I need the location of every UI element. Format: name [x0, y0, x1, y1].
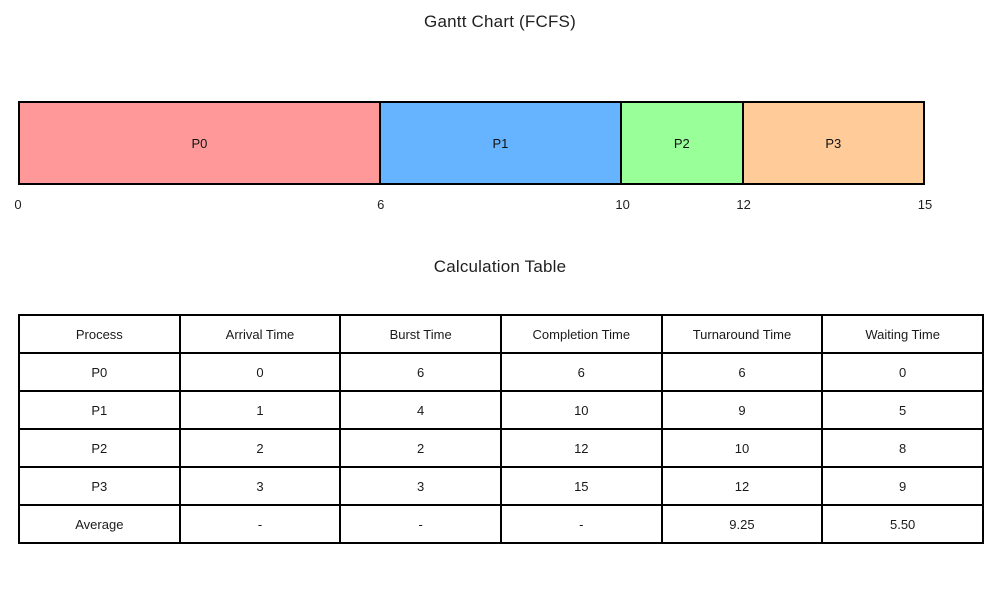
table-row: Average - - -9.25 5.50	[18, 504, 984, 544]
table-cell: 6	[660, 352, 824, 392]
table-cell: 3	[339, 466, 502, 506]
table-cell: 8	[821, 428, 984, 468]
axis-tick-label: 0	[14, 197, 22, 212]
calculation-table: Process Arrival Time Burst Time Completion …	[18, 314, 984, 544]
column-header: Process	[18, 314, 181, 354]
table-cell: 3	[178, 466, 342, 506]
gantt-segment-p1: P1	[380, 103, 622, 183]
table-cell: 5.50	[821, 504, 984, 544]
table-cell: 4	[339, 390, 502, 430]
gantt-segment-p2: P2	[622, 103, 744, 183]
gantt-segment-label: P3	[825, 135, 842, 151]
gantt-chart-title: Gantt Chart (FCFS)	[424, 12, 576, 31]
table-row: P2 2 2 12 10 8	[18, 428, 984, 468]
table-cell: P0	[18, 352, 181, 392]
table-cell: 1	[178, 390, 342, 430]
gantt-segment-label: P2	[673, 135, 690, 151]
gantt-bar: P0 P1 P2 P3	[18, 101, 925, 185]
gantt-segment-label: P1	[492, 135, 509, 151]
table-cell: -	[339, 504, 502, 544]
table-cell: 9	[660, 390, 824, 430]
table-cell: 9	[821, 466, 984, 506]
column-header: Arrival Time	[178, 314, 342, 354]
table-cell: 2	[178, 428, 342, 468]
table-cell: -	[499, 504, 663, 544]
table-cell: 12	[499, 428, 663, 468]
column-header: Completion Time	[499, 314, 663, 354]
table-cell: 6	[499, 352, 663, 392]
table-cell: 5	[821, 390, 984, 430]
table-cell: P1	[18, 390, 181, 430]
table-cell: 10	[660, 428, 824, 468]
calculation-table-title: Calculation Table	[433, 257, 567, 276]
table-cell: 0	[821, 352, 984, 392]
axis-tick-label: 10	[615, 197, 630, 212]
table-cell: 6	[339, 352, 502, 392]
column-header: Burst Time	[339, 314, 502, 354]
column-header: Waiting Time	[821, 314, 984, 354]
table-row: P1 1 4 10 9 5	[18, 390, 984, 430]
table-cell: 10	[499, 390, 663, 430]
gantt-segment-label: P0	[191, 135, 208, 151]
table-header-row: Process Arrival Time Burst Time Completion …	[18, 314, 984, 354]
axis-tick-label: 6	[377, 197, 385, 212]
gantt-segment-p0: P0	[20, 103, 381, 183]
table-row: P0 0 6 6 6 0	[18, 352, 984, 392]
table-row: P3 3 3 15 12 9	[18, 466, 984, 506]
table-cell: 15	[499, 466, 663, 506]
column-header: Turnaround Time	[660, 314, 824, 354]
table-cell: Average	[18, 504, 181, 544]
table-cell: 2	[339, 428, 502, 468]
table-cell: P2	[18, 428, 181, 468]
gantt-segment-p3: P3	[743, 103, 923, 183]
gantt-axis: 0 6 10 12 15	[14, 197, 932, 215]
table-cell: P3	[18, 466, 181, 506]
axis-tick-label: 15	[917, 197, 933, 212]
axis-tick-label: 12	[736, 197, 751, 212]
table-cell: 12	[660, 466, 824, 506]
table-cell: -	[178, 504, 342, 544]
table-cell: 0	[178, 352, 342, 392]
table-cell: 9.25	[660, 504, 824, 544]
